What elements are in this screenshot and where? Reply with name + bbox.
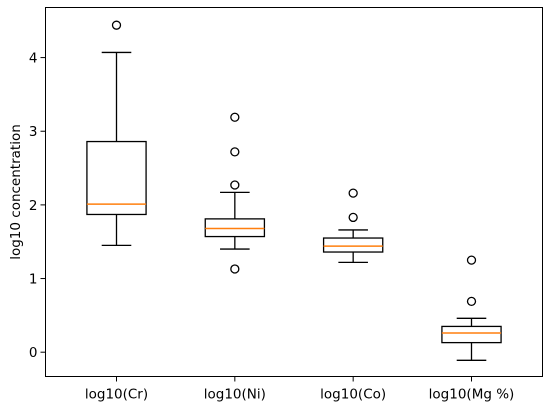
box-group xyxy=(86,20,147,247)
box-group xyxy=(204,112,266,274)
x-axis: log10(Cr) log10(Ni) log10(Co) log10(Mg %) xyxy=(85,376,515,403)
y-tick-label: 0 xyxy=(29,345,38,361)
y-axis-title: log10 concentration xyxy=(8,124,24,260)
outlier-point xyxy=(466,255,477,265)
x-tick-label: log10(Co) xyxy=(320,387,386,403)
plot-area xyxy=(45,7,543,377)
x-tick-label: log10(Ni) xyxy=(204,387,266,403)
outlier-point xyxy=(466,296,477,307)
outlier-point xyxy=(230,264,240,274)
y-axis: 0 1 2 3 4 xyxy=(29,51,46,361)
iqr-box xyxy=(86,140,147,216)
y-tick-label: 3 xyxy=(29,124,38,140)
boxes-layer xyxy=(86,20,502,361)
outlier-point xyxy=(348,212,358,223)
iqr-box xyxy=(322,237,384,253)
outlier-point xyxy=(230,147,240,157)
y-tick-label: 1 xyxy=(29,272,38,288)
x-tick-label: log10(Mg %) xyxy=(429,387,515,403)
box-group xyxy=(441,255,502,361)
y-tick-label: 2 xyxy=(29,198,38,214)
outlier-point xyxy=(348,188,358,198)
x-tick-label: log10(Cr) xyxy=(85,387,148,403)
box-group xyxy=(322,188,384,263)
iqr-box xyxy=(441,325,502,344)
outlier-point xyxy=(230,180,240,190)
outlier-point xyxy=(230,112,240,122)
y-tick-label: 4 xyxy=(29,51,38,67)
outlier-point xyxy=(111,20,122,30)
